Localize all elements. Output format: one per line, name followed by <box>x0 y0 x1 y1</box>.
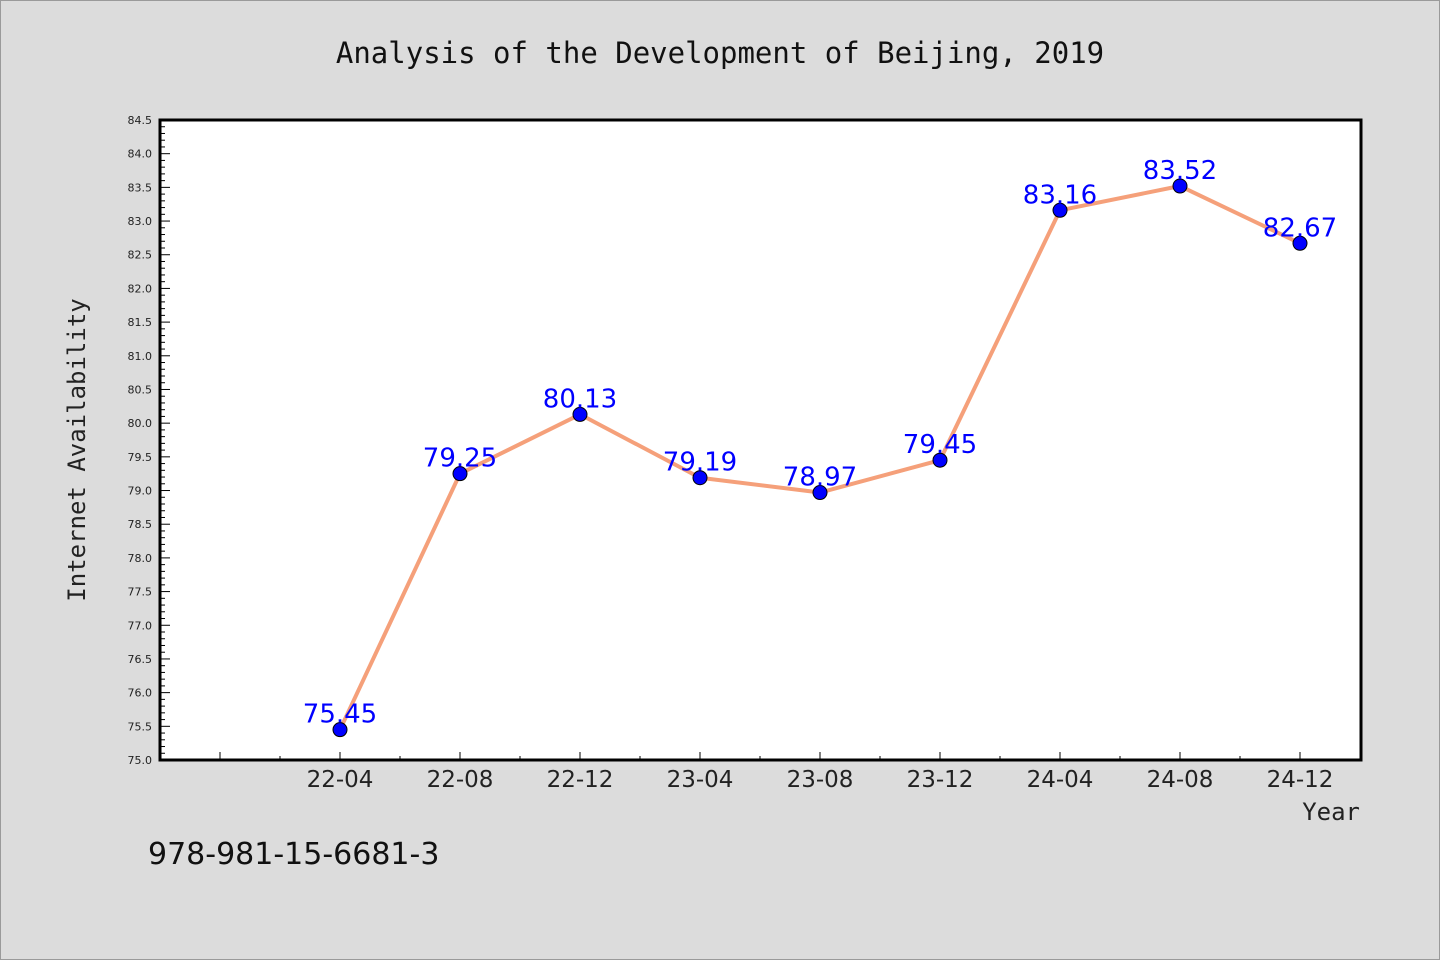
x-tick-label: 24-04 <box>1027 767 1094 793</box>
y-tick-label: 81.0 <box>128 350 153 363</box>
x-axis: 22-04 22-08 22-12 23-04 23-08 23-12 24-04 24-08… <box>219 752 1334 793</box>
x-tick-label: 23-12 <box>907 767 974 793</box>
data-label: 80.13 <box>543 384 617 414</box>
y-axis-title: Internet Availability <box>63 298 91 601</box>
y-tick-label: 75.5 <box>128 720 153 733</box>
y-tick-label: 78.0 <box>128 552 153 565</box>
y-tick-label: 82.0 <box>128 282 153 295</box>
data-label: 83.52 <box>1143 156 1217 186</box>
y-tick-label: 79.5 <box>128 451 153 464</box>
data-point <box>452 466 468 482</box>
x-tick-label: 22-04 <box>307 767 374 793</box>
x-axis-title: Year <box>1302 798 1360 826</box>
data-point <box>1292 235 1308 251</box>
y-tick-label: 83.0 <box>128 215 153 228</box>
series-layer <box>332 178 1308 738</box>
data-point <box>572 406 588 422</box>
data-label: 79.45 <box>903 430 977 460</box>
data-point <box>1052 202 1068 218</box>
y-tick-label: 80.5 <box>128 383 153 396</box>
data-point <box>332 722 348 738</box>
y-tick-label: 84.0 <box>128 148 153 161</box>
x-tick-label: 22-08 <box>427 767 494 793</box>
data-point <box>932 452 948 468</box>
y-tick-label: 83.5 <box>128 181 153 194</box>
x-tick-label: 24-08 <box>1147 767 1214 793</box>
y-tick-label: 75.0 <box>128 754 153 767</box>
data-label: 79.19 <box>663 448 737 478</box>
y-tick-label: 81.5 <box>128 316 153 329</box>
data-point <box>692 470 708 486</box>
data-point <box>812 485 828 501</box>
data-label: 83.16 <box>1023 180 1097 210</box>
y-tick-label: 84.5 <box>128 114 153 127</box>
y-tick-label: 76.5 <box>128 653 153 666</box>
chart-title: Analysis of the Development of Beijing, … <box>336 36 1104 70</box>
y-tick-label: 79.0 <box>128 485 153 498</box>
data-labels: 75.45 79.25 80.13 79.19 78.97 79.45 83.16 83.52… <box>303 156 1337 730</box>
x-tick-label: 24-12 <box>1267 767 1334 793</box>
footnote-isbn: 978-981-15-6681-3 <box>148 837 439 872</box>
y-tick-label: 80.0 <box>128 417 153 430</box>
data-point <box>1172 178 1188 194</box>
y-tick-label: 77.5 <box>128 586 153 599</box>
y-axis: 75.0 75.5 76.0 76.5 77.0 77.5 78.0 78.5 79.0 79.5… <box>128 114 170 767</box>
y-tick-label: 82.5 <box>128 249 153 262</box>
x-tick-label: 22-12 <box>547 767 614 793</box>
data-label: 79.25 <box>423 444 497 474</box>
y-tick-label: 77.0 <box>128 619 153 632</box>
data-label: 75.45 <box>303 700 377 730</box>
y-tick-label: 78.5 <box>128 518 153 531</box>
data-label: 82.67 <box>1263 213 1337 243</box>
data-label: 78.97 <box>783 463 857 493</box>
x-tick-label: 23-04 <box>667 767 734 793</box>
y-tick-label: 76.0 <box>128 687 153 700</box>
x-tick-label: 23-08 <box>787 767 854 793</box>
plot-area <box>158 118 1363 762</box>
